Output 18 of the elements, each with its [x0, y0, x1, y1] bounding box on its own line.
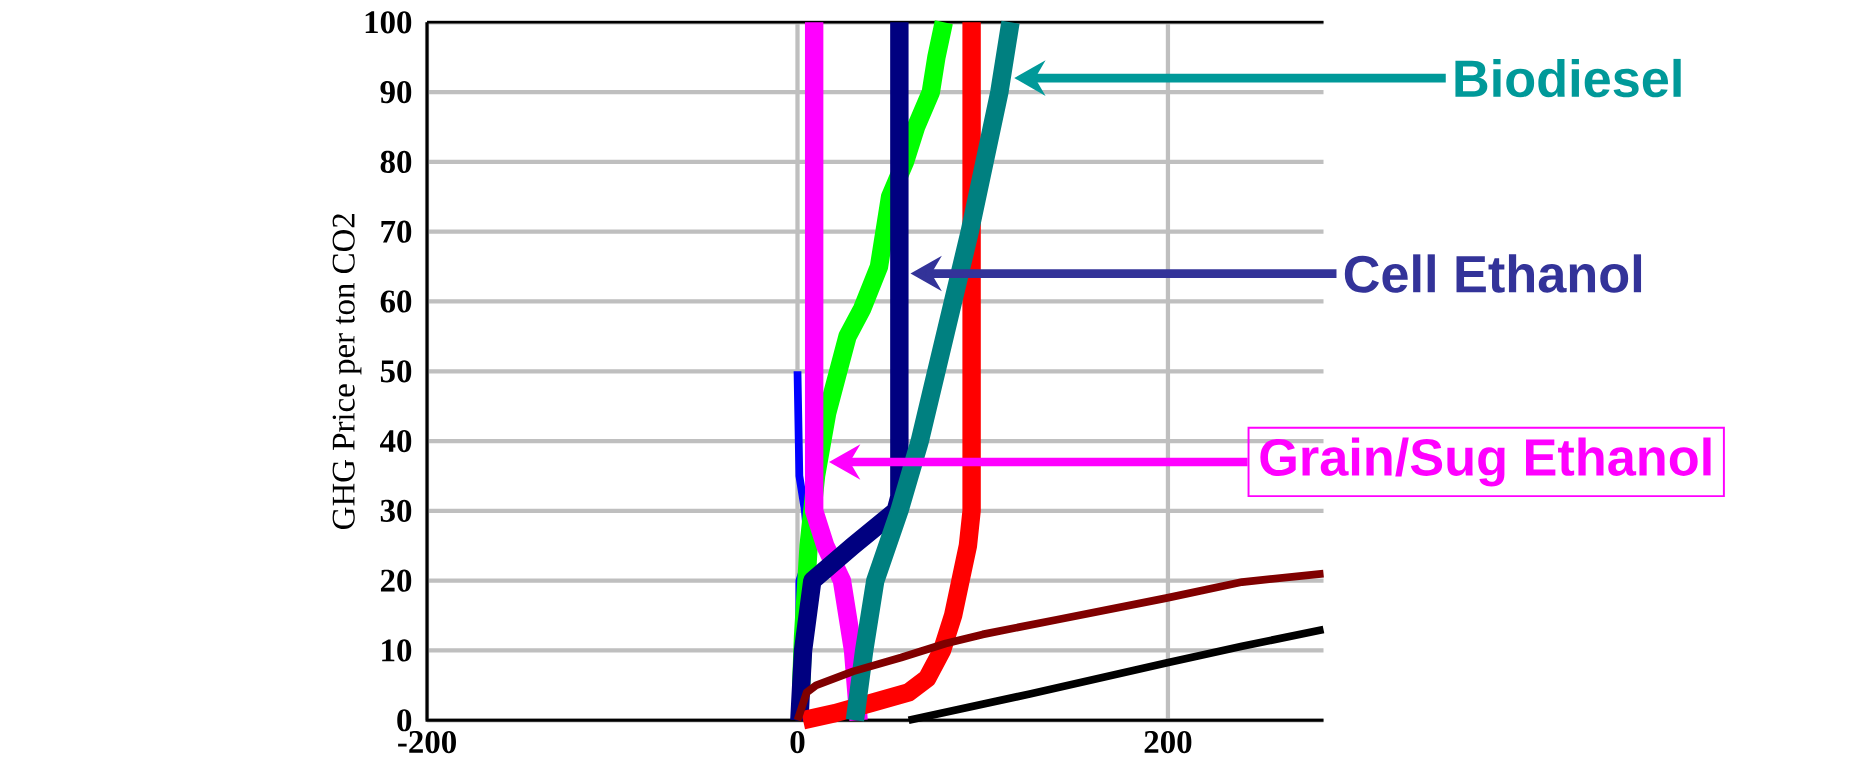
- y-tick-label: 80: [380, 151, 412, 174]
- y-tick-label: 90: [380, 81, 412, 104]
- text: Cell Ethanol: [1344, 254, 1642, 293]
- x-tick-label: 0: [790, 731, 805, 754]
- y-tick-label: 20: [380, 569, 412, 593]
- x-tick-label: 200: [1144, 731, 1192, 754]
- y-tick-label: 50: [380, 360, 412, 383]
- y-tick-label: 10: [382, 639, 412, 662]
- y-tick-label: 60: [380, 290, 412, 313]
- y-tick-label: 40: [380, 430, 412, 453]
- y-tick-label: 0: [397, 709, 412, 732]
- y-tick-label: 100: [365, 11, 412, 34]
- annotation: Grain/Sug Ethanol: [1260, 437, 1711, 487]
- y-axis-title: GHG Price per ton CO2: [332, 214, 362, 530]
- y-tick-label: 30: [380, 500, 412, 523]
- x-tick-label: -200: [398, 731, 456, 754]
- y-tick-label: 70: [381, 220, 412, 244]
- text: Biodiesel: [1455, 59, 1681, 98]
